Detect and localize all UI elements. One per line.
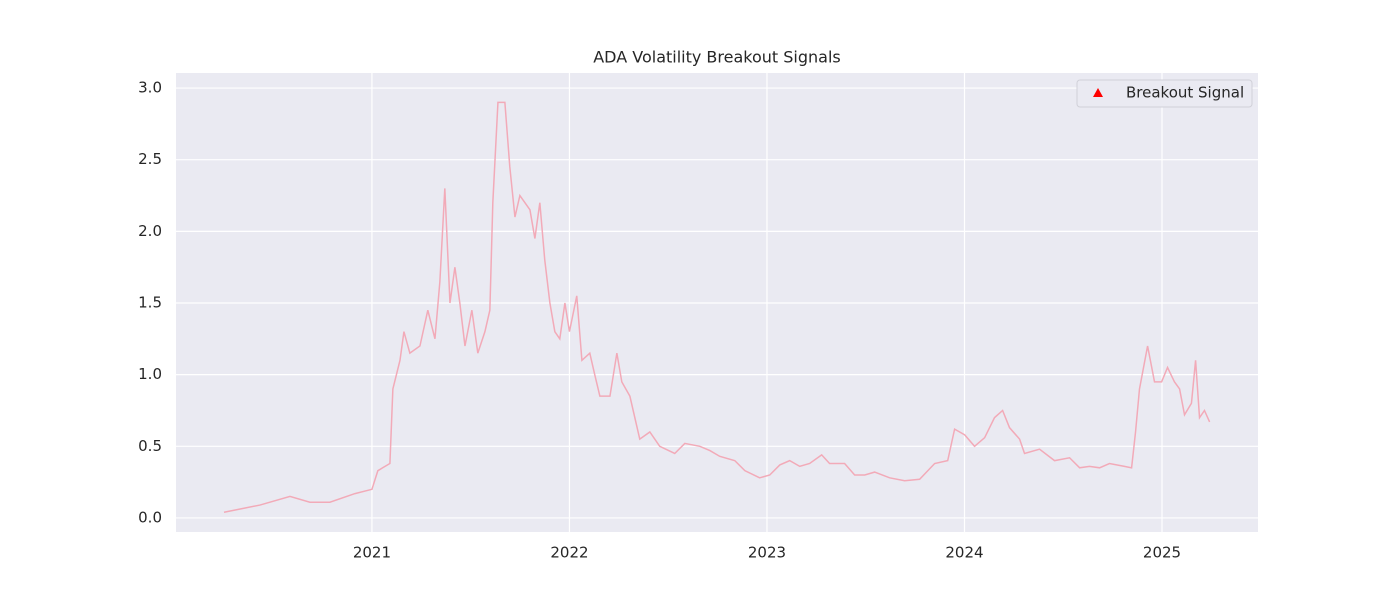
x-tick-label: 2022: [550, 544, 588, 562]
x-tick-label: 2024: [945, 544, 983, 562]
legend-box: [1076, 79, 1253, 108]
y-tick-label: 1.5: [138, 294, 162, 312]
y-tick-label: 2.0: [138, 222, 162, 240]
x-tick-label: 2023: [748, 544, 786, 562]
x-tick-label: 2025: [1143, 544, 1181, 562]
legend-marker: [1093, 88, 1103, 97]
x-tick-label: 2021: [353, 544, 391, 562]
price-line: [223, 101, 1211, 513]
y-tick-label: 1.0: [138, 365, 162, 383]
y-tick-label: 0.5: [138, 437, 162, 455]
legend: Breakout Signal: [1076, 79, 1253, 108]
y-tick-label: 2.5: [138, 150, 162, 168]
y-tick-label: 0.0: [138, 508, 162, 526]
y-tick-label: 3.0: [138, 79, 162, 97]
legend-label: Breakout Signal: [1126, 84, 1244, 102]
chart-title: ADA Volatility Breakout Signals: [593, 48, 841, 67]
